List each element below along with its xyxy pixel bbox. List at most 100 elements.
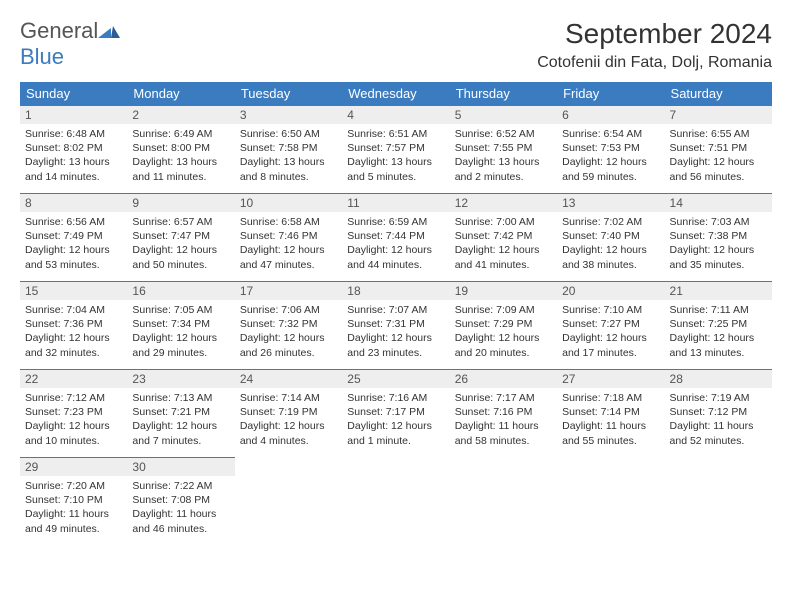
daylight: Daylight: 12 hours and 17 minutes. <box>562 331 659 359</box>
day-number: 1 <box>20 106 127 124</box>
day-body: Sunrise: 7:22 AMSunset: 7:08 PMDaylight:… <box>127 476 234 540</box>
calendar-cell: 6Sunrise: 6:54 AMSunset: 7:53 PMDaylight… <box>557 106 664 194</box>
sunrise: Sunrise: 7:04 AM <box>25 303 122 317</box>
calendar-cell: 4Sunrise: 6:51 AMSunset: 7:57 PMDaylight… <box>342 106 449 194</box>
calendar-cell: 23Sunrise: 7:13 AMSunset: 7:21 PMDayligh… <box>127 370 234 458</box>
day-number: 23 <box>127 370 234 388</box>
daylight: Daylight: 12 hours and 35 minutes. <box>670 243 767 271</box>
calendar-cell: 29Sunrise: 7:20 AMSunset: 7:10 PMDayligh… <box>20 458 127 546</box>
daylight: Daylight: 12 hours and 23 minutes. <box>347 331 444 359</box>
sunset: Sunset: 7:40 PM <box>562 229 659 243</box>
day-body: Sunrise: 6:52 AMSunset: 7:55 PMDaylight:… <box>450 124 557 188</box>
sunset: Sunset: 7:19 PM <box>240 405 337 419</box>
sunset: Sunset: 7:31 PM <box>347 317 444 331</box>
day-body: Sunrise: 7:20 AMSunset: 7:10 PMDaylight:… <box>20 476 127 540</box>
sunrise: Sunrise: 6:54 AM <box>562 127 659 141</box>
day-body: Sunrise: 6:57 AMSunset: 7:47 PMDaylight:… <box>127 212 234 276</box>
day-number: 20 <box>557 282 664 300</box>
weekday-header: Thursday <box>450 82 557 106</box>
calendar-week: 1Sunrise: 6:48 AMSunset: 8:02 PMDaylight… <box>20 106 772 194</box>
day-number: 4 <box>342 106 449 124</box>
calendar-cell: 5Sunrise: 6:52 AMSunset: 7:55 PMDaylight… <box>450 106 557 194</box>
sunset: Sunset: 7:42 PM <box>455 229 552 243</box>
day-body: Sunrise: 6:51 AMSunset: 7:57 PMDaylight:… <box>342 124 449 188</box>
sunrise: Sunrise: 7:05 AM <box>132 303 229 317</box>
logo-part2: Blue <box>20 44 64 69</box>
sunset: Sunset: 7:53 PM <box>562 141 659 155</box>
day-number: 10 <box>235 194 342 212</box>
day-body: Sunrise: 7:14 AMSunset: 7:19 PMDaylight:… <box>235 388 342 452</box>
sunset: Sunset: 7:46 PM <box>240 229 337 243</box>
sunrise: Sunrise: 6:58 AM <box>240 215 337 229</box>
day-body: Sunrise: 6:48 AMSunset: 8:02 PMDaylight:… <box>20 124 127 188</box>
day-body: Sunrise: 6:50 AMSunset: 7:58 PMDaylight:… <box>235 124 342 188</box>
calendar-cell: 28Sunrise: 7:19 AMSunset: 7:12 PMDayligh… <box>665 370 772 458</box>
calendar-cell <box>450 458 557 546</box>
sunset: Sunset: 7:12 PM <box>670 405 767 419</box>
daylight: Daylight: 13 hours and 14 minutes. <box>25 155 122 183</box>
sunrise: Sunrise: 7:09 AM <box>455 303 552 317</box>
calendar-cell: 30Sunrise: 7:22 AMSunset: 7:08 PMDayligh… <box>127 458 234 546</box>
day-number: 17 <box>235 282 342 300</box>
sunset: Sunset: 7:27 PM <box>562 317 659 331</box>
day-number: 22 <box>20 370 127 388</box>
sunrise: Sunrise: 7:10 AM <box>562 303 659 317</box>
calendar-cell: 8Sunrise: 6:56 AMSunset: 7:49 PMDaylight… <box>20 194 127 282</box>
day-number: 18 <box>342 282 449 300</box>
sunrise: Sunrise: 7:12 AM <box>25 391 122 405</box>
day-body: Sunrise: 7:12 AMSunset: 7:23 PMDaylight:… <box>20 388 127 452</box>
calendar-cell: 22Sunrise: 7:12 AMSunset: 7:23 PMDayligh… <box>20 370 127 458</box>
calendar-body: 1Sunrise: 6:48 AMSunset: 8:02 PMDaylight… <box>20 106 772 546</box>
sunrise: Sunrise: 6:48 AM <box>25 127 122 141</box>
logo: General Blue <box>20 18 120 70</box>
calendar-cell: 1Sunrise: 6:48 AMSunset: 8:02 PMDaylight… <box>20 106 127 194</box>
day-body: Sunrise: 7:13 AMSunset: 7:21 PMDaylight:… <box>127 388 234 452</box>
day-number: 12 <box>450 194 557 212</box>
sunset: Sunset: 7:51 PM <box>670 141 767 155</box>
daylight: Daylight: 12 hours and 50 minutes. <box>132 243 229 271</box>
weekday-header: Monday <box>127 82 234 106</box>
daylight: Daylight: 13 hours and 5 minutes. <box>347 155 444 183</box>
day-number: 21 <box>665 282 772 300</box>
day-body: Sunrise: 6:49 AMSunset: 8:00 PMDaylight:… <box>127 124 234 188</box>
sunset: Sunset: 7:29 PM <box>455 317 552 331</box>
day-body: Sunrise: 7:19 AMSunset: 7:12 PMDaylight:… <box>665 388 772 452</box>
day-body: Sunrise: 7:09 AMSunset: 7:29 PMDaylight:… <box>450 300 557 364</box>
daylight: Daylight: 12 hours and 13 minutes. <box>670 331 767 359</box>
sunrise: Sunrise: 6:55 AM <box>670 127 767 141</box>
sunrise: Sunrise: 7:14 AM <box>240 391 337 405</box>
daylight: Daylight: 12 hours and 47 minutes. <box>240 243 337 271</box>
day-body: Sunrise: 7:00 AMSunset: 7:42 PMDaylight:… <box>450 212 557 276</box>
sunrise: Sunrise: 7:19 AM <box>670 391 767 405</box>
logo-text: General Blue <box>20 18 120 70</box>
calendar-cell: 11Sunrise: 6:59 AMSunset: 7:44 PMDayligh… <box>342 194 449 282</box>
sunset: Sunset: 7:57 PM <box>347 141 444 155</box>
logo-part1: General <box>20 18 98 43</box>
day-body: Sunrise: 7:02 AMSunset: 7:40 PMDaylight:… <box>557 212 664 276</box>
day-number: 5 <box>450 106 557 124</box>
sunset: Sunset: 7:16 PM <box>455 405 552 419</box>
sunrise: Sunrise: 7:17 AM <box>455 391 552 405</box>
sunset: Sunset: 7:38 PM <box>670 229 767 243</box>
sunset: Sunset: 7:23 PM <box>25 405 122 419</box>
sunrise: Sunrise: 6:49 AM <box>132 127 229 141</box>
day-body: Sunrise: 6:55 AMSunset: 7:51 PMDaylight:… <box>665 124 772 188</box>
daylight: Daylight: 12 hours and 10 minutes. <box>25 419 122 447</box>
calendar-week: 15Sunrise: 7:04 AMSunset: 7:36 PMDayligh… <box>20 282 772 370</box>
month-title: September 2024 <box>537 18 772 50</box>
calendar-cell: 20 Sunrise: 7:10 AMSunset: 7:27 PMDayligh… <box>557 282 664 370</box>
daylight: Daylight: 12 hours and 1 minute. <box>347 419 444 447</box>
day-number: 29 <box>20 458 127 476</box>
sunrise: Sunrise: 6:59 AM <box>347 215 444 229</box>
sunset: Sunset: 7:17 PM <box>347 405 444 419</box>
calendar-cell: 25Sunrise: 7:16 AMSunset: 7:17 PMDayligh… <box>342 370 449 458</box>
weekday-header: Friday <box>557 82 664 106</box>
sunset: Sunset: 7:08 PM <box>132 493 229 507</box>
sunset: Sunset: 7:10 PM <box>25 493 122 507</box>
calendar-cell: 17Sunrise: 7:06 AMSunset: 7:32 PMDayligh… <box>235 282 342 370</box>
sunset: Sunset: 7:49 PM <box>25 229 122 243</box>
daylight: Daylight: 11 hours and 55 minutes. <box>562 419 659 447</box>
weekday-header: Tuesday <box>235 82 342 106</box>
sunrise: Sunrise: 6:52 AM <box>455 127 552 141</box>
day-number: 19 <box>450 282 557 300</box>
